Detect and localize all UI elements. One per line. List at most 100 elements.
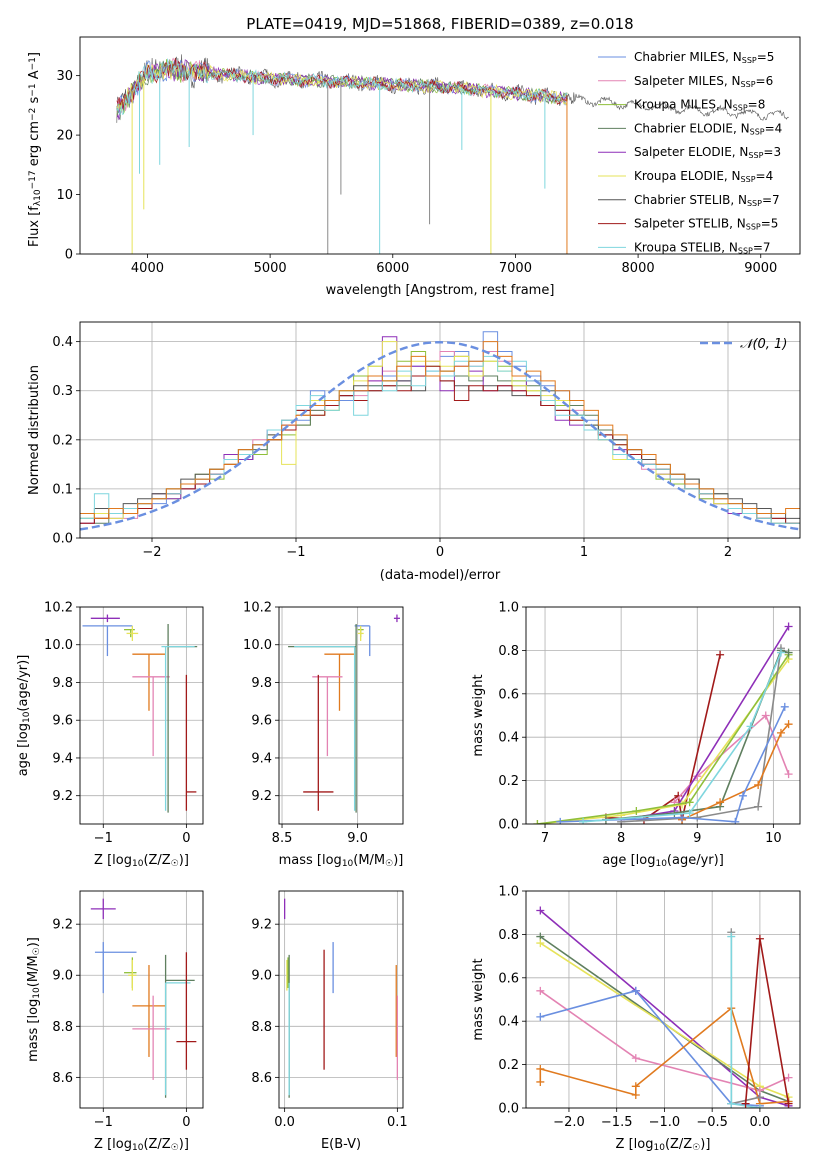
- weight-line: [537, 654, 790, 824]
- y-tick-label: 9.2: [251, 918, 272, 933]
- legend-label-tail: =8: [748, 98, 766, 112]
- y-tick-label: 9.2: [251, 789, 272, 804]
- weight-line: [673, 714, 790, 803]
- y-tick-label: 10.0: [243, 638, 272, 653]
- errorbar-point: [288, 623, 357, 813]
- legend-label-sub: SSP: [733, 104, 748, 113]
- label-part: mass [log: [26, 999, 41, 1062]
- x-axis-label: Z [log10(Z/Z☉)]: [616, 1137, 711, 1153]
- weight-series: [617, 644, 785, 824]
- weight-marker: [632, 806, 641, 815]
- legend-label: Chabrier STELIB, NSSP=7: [634, 193, 780, 208]
- axes: −1 0 9.2 9.4 9.6 9.8 10.0 10.2: [44, 601, 190, 847]
- y-tick-label: 8.6: [251, 1071, 272, 1086]
- legend-label: Kroupa MILES, NSSP=8: [634, 98, 765, 113]
- weight-marker: [579, 817, 588, 824]
- errorbar-point: [357, 625, 364, 641]
- legend-label-name: Kroupa ELODIE, N: [634, 169, 741, 183]
- weight-marker: [631, 1090, 640, 1099]
- x-tick-label: 9.0: [347, 831, 368, 846]
- weight-series: [536, 986, 793, 1095]
- label-part: (age/yr)]: [667, 853, 724, 868]
- y-tick-label: 8.8: [251, 1020, 272, 1035]
- residuals-panel: −2 −1 0 1 2 0.0 0.1 0.2 0.3 0.4 (data-model)/error…: [27, 321, 801, 583]
- y-tick-label: 1.0: [498, 601, 519, 616]
- age-vs-metallicity-panel: −1 09.29.49.69.810.010.2Z [log10(Z/Z☉)]ag…: [16, 601, 204, 869]
- weight-marker: [761, 711, 770, 720]
- x-tick-label: −1: [94, 1115, 113, 1130]
- label-part: 10: [22, 711, 32, 723]
- y-tick-label: 0.6: [498, 971, 519, 986]
- spectrum-line: [116, 58, 568, 116]
- weight-marker: [685, 809, 694, 818]
- legend-label-name: Chabrier MILES, N: [634, 50, 742, 64]
- legend-label-sub: SSP: [741, 80, 756, 89]
- weight-series: [536, 939, 793, 1102]
- weight-line: [621, 648, 782, 823]
- label-part: −2: [28, 108, 38, 121]
- weight-marker: [784, 720, 793, 729]
- y-tick-label: 0.2: [52, 433, 73, 448]
- legend-label-name: Kroupa MILES, N: [634, 98, 733, 112]
- y-axis-label: mass weight: [471, 958, 486, 1040]
- x-axis-label: wavelength [Angstrom, rest frame]: [326, 283, 555, 298]
- axes: 4000 5000 6000 7000 8000 9000 0 10 20 30: [56, 69, 777, 276]
- x-tick-label: −1.5: [601, 1115, 633, 1130]
- weight-series: [678, 720, 793, 824]
- label-part: mass [log: [279, 853, 342, 868]
- legend-label: Kroupa ELODIE, NSSP=4: [634, 169, 773, 184]
- label-part: 10: [33, 189, 43, 201]
- x-tick-label: −2.0: [553, 1115, 585, 1130]
- weight-marker: [727, 932, 736, 941]
- label-part: ]: [27, 52, 42, 57]
- legend-label-tail: =7: [762, 193, 780, 207]
- plot-area: [80, 331, 800, 531]
- label-part: Flux [f: [27, 206, 42, 247]
- errorbar-point: [132, 676, 170, 757]
- label-part: 10: [132, 859, 144, 869]
- legend-label-sub: SSP: [747, 199, 762, 208]
- x-tick-label: 0: [182, 1115, 190, 1130]
- y-tick-label: 0.1: [52, 482, 73, 497]
- legend-label-name: Salpeter STELIB, N: [634, 217, 746, 231]
- errorbar-point: [124, 957, 137, 989]
- weight-marker: [556, 817, 565, 824]
- axes-frame: [278, 606, 404, 825]
- y-tick-label: 10.0: [44, 638, 73, 653]
- y-tick-label: 30: [56, 69, 73, 84]
- weight-marker: [754, 802, 763, 811]
- y-tick-label: 0.0: [52, 532, 73, 547]
- x-tick-label: 7000: [499, 261, 532, 276]
- x-tick-label: 1: [580, 545, 588, 560]
- x-tick-label: 9000: [744, 261, 777, 276]
- weight-marker: [738, 791, 747, 800]
- y-tick-label: 0.6: [498, 687, 519, 702]
- label-part: −1: [28, 83, 38, 96]
- legend-label-name: Salpeter MILES, N: [634, 74, 741, 88]
- y-tick-label: 0.3: [52, 384, 73, 399]
- weight-marker: [784, 622, 793, 631]
- weight-marker: [731, 817, 740, 824]
- label-part: ☉: [692, 1143, 700, 1153]
- weight-marker: [780, 702, 789, 711]
- y-axis-label: Normed distribution: [27, 365, 42, 495]
- y-tick-label: 9.4: [251, 751, 272, 766]
- massweight-vs-metallicity-panel: −2.0 −1.5 −1.0 −0.5 0.0 0.0 0.2 0.4 0.6 0.8 1.0 Z […: [471, 885, 801, 1153]
- x-axis-label: E(B-V): [321, 1137, 361, 1152]
- y-tick-label: 20: [56, 129, 73, 144]
- legend-label: Salpeter STELIB, NSSP=5: [634, 217, 778, 232]
- label-part: 10: [655, 859, 667, 869]
- figure-title: PLATE=0419, MJD=51868, FIBERID=0389, z=0…: [246, 15, 633, 33]
- legend-label-sub: SSP: [742, 56, 757, 65]
- y-tick-label: 9.6: [251, 714, 272, 729]
- x-tick-label: 7: [541, 831, 549, 846]
- weight-marker: [754, 780, 763, 789]
- y-tick-label: 0: [65, 248, 73, 263]
- weight-marker: [727, 1099, 736, 1108]
- y-tick-label: 0.0: [498, 818, 519, 833]
- x-tick-label: 0.0: [750, 1115, 771, 1130]
- weight-series: [556, 702, 789, 824]
- axes-frame: [79, 606, 204, 825]
- weight-marker: [784, 1073, 793, 1082]
- label-part: 10: [653, 1143, 665, 1153]
